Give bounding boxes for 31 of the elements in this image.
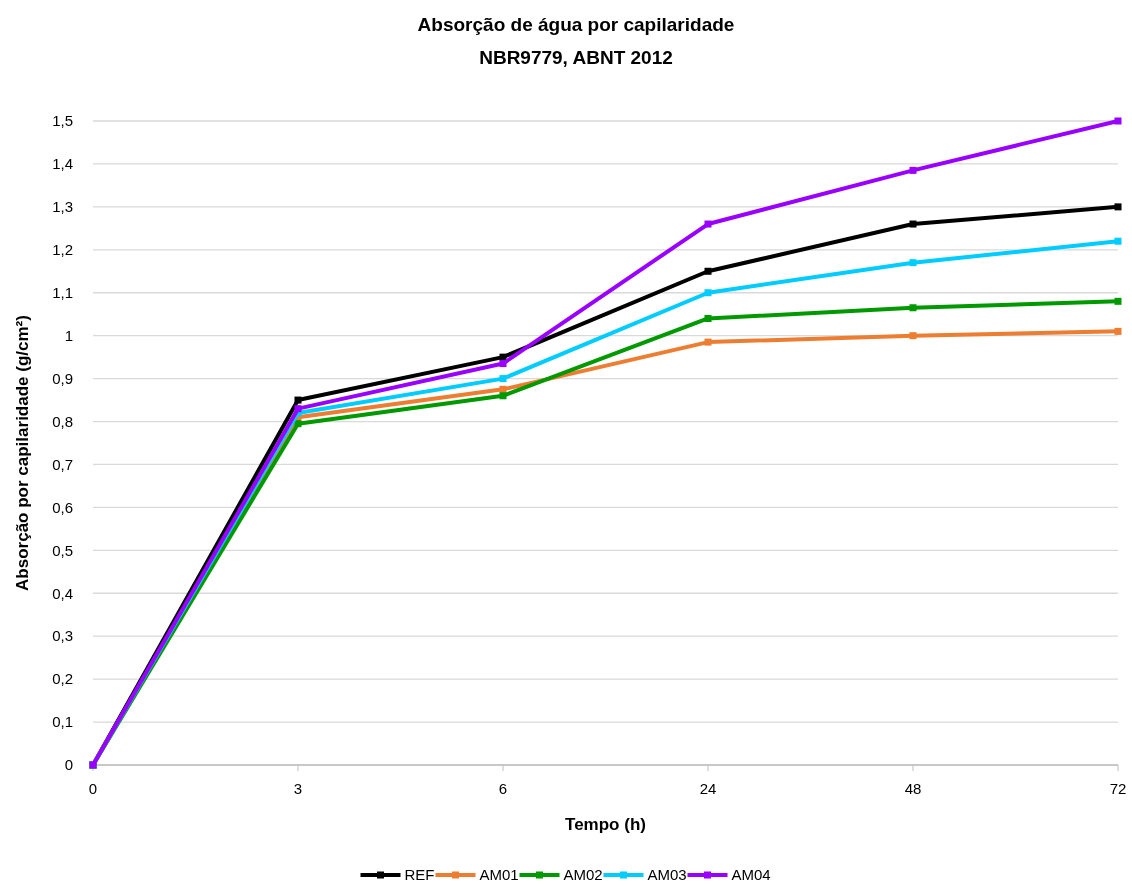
legend-label: AM04 <box>731 866 771 883</box>
y-tick-label: 1 <box>64 326 73 344</box>
legend-label: REF <box>404 866 435 883</box>
y-tick-label: 0,5 <box>52 541 73 559</box>
y-tick-label: 0,6 <box>52 498 73 516</box>
y-tick-label: 0,2 <box>52 670 73 688</box>
y-tick-label: 1,4 <box>52 155 73 173</box>
y-tick-label: 1,1 <box>52 283 73 301</box>
x-tick-label: 24 <box>699 780 717 797</box>
y-axis-title: Absorção por capilaridade (g/cm²) <box>13 315 32 591</box>
x-tick-label: 72 <box>1109 780 1127 797</box>
legend-label: AM01 <box>479 866 519 883</box>
chart-subtitle: NBR9779, ABNT 2012 <box>479 47 673 68</box>
legend-label: AM03 <box>647 866 687 883</box>
y-tick-label: 1,3 <box>52 198 73 216</box>
y-tick-label: 0,4 <box>52 584 73 602</box>
y-tick-label: 0 <box>64 756 73 774</box>
chart-title: Absorção de água por capilaridade <box>417 14 735 35</box>
x-tick-label: 6 <box>498 780 508 797</box>
y-tick-label: 0,1 <box>52 713 73 731</box>
y-tick-label: 0,7 <box>52 455 73 473</box>
y-tick-label: 1,5 <box>52 112 73 130</box>
y-tick-label: 1,2 <box>52 241 73 259</box>
x-tick-label: 3 <box>293 780 303 797</box>
x-tick-label: 0 <box>88 780 98 797</box>
x-tick-label: 48 <box>904 780 922 797</box>
x-axis-title: Tempo (h) <box>565 815 646 834</box>
y-tick-label: 0,3 <box>52 627 73 645</box>
y-tick-label: 0,8 <box>52 412 73 430</box>
legend-label: AM02 <box>563 866 603 883</box>
y-tick-label: 0,9 <box>52 369 73 387</box>
